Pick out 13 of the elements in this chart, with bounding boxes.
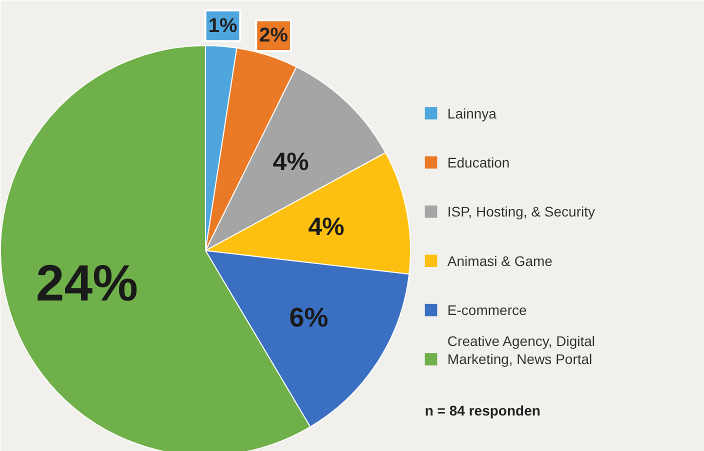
data-label: 4% bbox=[308, 213, 344, 242]
legend-label: Education bbox=[447, 154, 510, 170]
data-label: 4% bbox=[272, 148, 309, 176]
data-label: 2% bbox=[259, 24, 288, 47]
legend-label: ISP, Hosting, & Security bbox=[447, 204, 596, 220]
legend-label: Lainnya bbox=[447, 105, 497, 122]
data-label: 24% bbox=[36, 254, 138, 312]
data-label: 6% bbox=[289, 302, 328, 332]
text: n = 84 responden bbox=[424, 402, 540, 418]
legend-label: Animasi & Game bbox=[447, 252, 553, 269]
data-label: 1% bbox=[208, 14, 238, 37]
legend-label: Creative Agency, Digital Marketing, News Portal bbox=[447, 333, 596, 367]
legend-label: E-commerce bbox=[447, 302, 527, 318]
